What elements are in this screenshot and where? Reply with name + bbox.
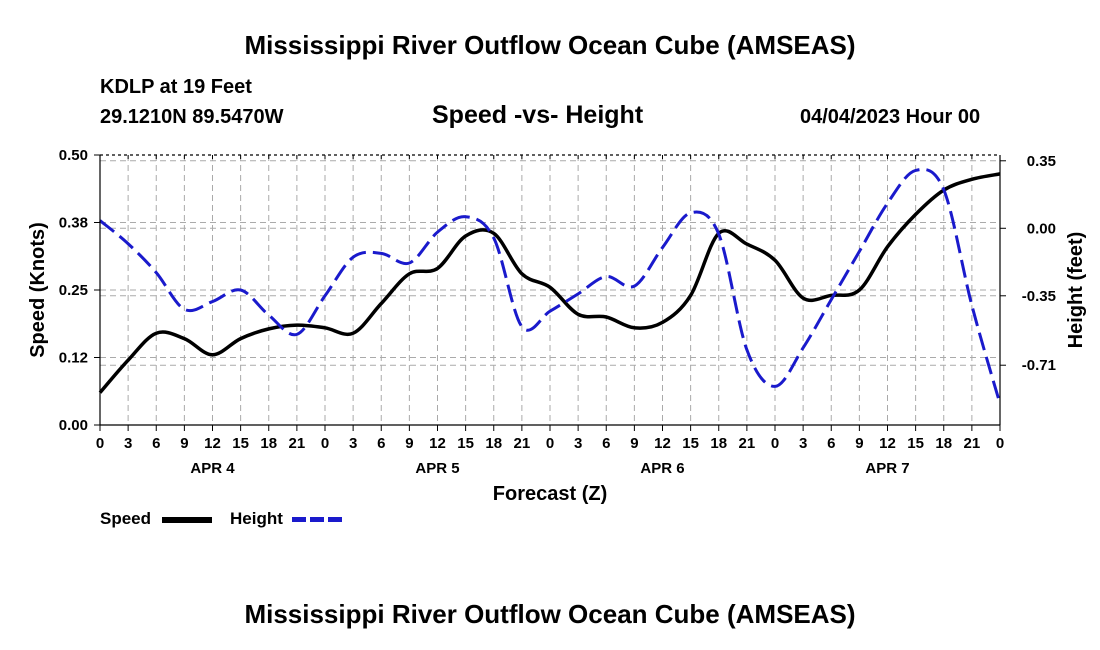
- x-tick-label: 15: [232, 435, 249, 452]
- x-tick-label: 18: [260, 435, 277, 452]
- y-tick-label: 0.00: [59, 417, 88, 434]
- y-axis-title: Speed (Knots): [27, 222, 49, 358]
- x-tick-label: 15: [457, 435, 474, 452]
- x-tick-label: 6: [377, 435, 385, 452]
- y2-tick-label: -0.71: [1022, 357, 1056, 374]
- x-tick-label: 9: [180, 435, 188, 452]
- station-label: KDLP at 19 Feet: [100, 76, 252, 98]
- day-label: APR 6: [640, 460, 684, 477]
- x-tick-label: 12: [654, 435, 671, 452]
- location-label: 29.1210N 89.5470W: [100, 106, 284, 128]
- chart-title: Speed -vs- Height: [432, 101, 644, 129]
- page-title: Mississippi River Outflow Ocean Cube (AM…: [244, 30, 856, 60]
- x-tick-label: 18: [485, 435, 502, 452]
- x-tick-label: 3: [799, 435, 807, 452]
- x-tick-label: 0: [996, 435, 1004, 452]
- x-tick-label: 9: [630, 435, 638, 452]
- legend-speed-swatch: [162, 517, 212, 523]
- series-line-height: [99, 167, 1002, 405]
- day-label: APR 7: [865, 460, 909, 477]
- x-tick-label: 9: [855, 435, 863, 452]
- x-tick-label: 15: [907, 435, 924, 452]
- x-tick-label: 18: [935, 435, 952, 452]
- x-tick-label: 21: [514, 435, 531, 452]
- x-tick-label: 15: [682, 435, 699, 452]
- day-label: APR 5: [415, 460, 459, 477]
- y2-tick-label: 0.00: [1027, 220, 1056, 237]
- y-tick-label: 0.50: [59, 147, 88, 164]
- x-tick-label: 12: [429, 435, 446, 452]
- y-tick-label: 0.38: [59, 215, 88, 232]
- x-tick-label: 21: [739, 435, 756, 452]
- y-tick-label: 0.25: [59, 282, 88, 299]
- x-axis-title: Forecast (Z): [493, 483, 607, 505]
- y2-axis-title: Height (feet): [1065, 232, 1087, 349]
- y-tick-label: 0.12: [59, 350, 88, 367]
- x-tick-label: 3: [349, 435, 357, 452]
- legend-speed-label: Speed: [100, 509, 152, 528]
- x-tick-label: 3: [574, 435, 582, 452]
- x-tick-label: 6: [827, 435, 835, 452]
- series-line-speed: [98, 172, 1001, 394]
- x-tick-label: 0: [96, 435, 104, 452]
- x-tick-label: 0: [321, 435, 329, 452]
- x-tick-label: 21: [289, 435, 306, 452]
- x-tick-label: 18: [710, 435, 727, 452]
- x-tick-label: 0: [771, 435, 779, 452]
- legend-height-swatch: [292, 517, 342, 522]
- page-title-bottom: Mississippi River Outflow Ocean Cube (AM…: [244, 599, 856, 629]
- x-tick-label: 3: [124, 435, 132, 452]
- x-tick-label: 0: [546, 435, 554, 452]
- x-tick-label: 6: [152, 435, 160, 452]
- x-tick-label: 6: [602, 435, 610, 452]
- x-tick-label: 9: [405, 435, 413, 452]
- y2-tick-label: -0.35: [1022, 288, 1056, 305]
- datetime-label: 04/04/2023 Hour 00: [800, 106, 981, 128]
- y2-tick-label: 0.35: [1027, 153, 1056, 170]
- x-tick-label: 21: [964, 435, 981, 452]
- legend-height-label: Height: [230, 509, 283, 528]
- x-tick-label: 12: [204, 435, 221, 452]
- day-label: APR 4: [190, 460, 235, 477]
- x-tick-label: 12: [879, 435, 896, 452]
